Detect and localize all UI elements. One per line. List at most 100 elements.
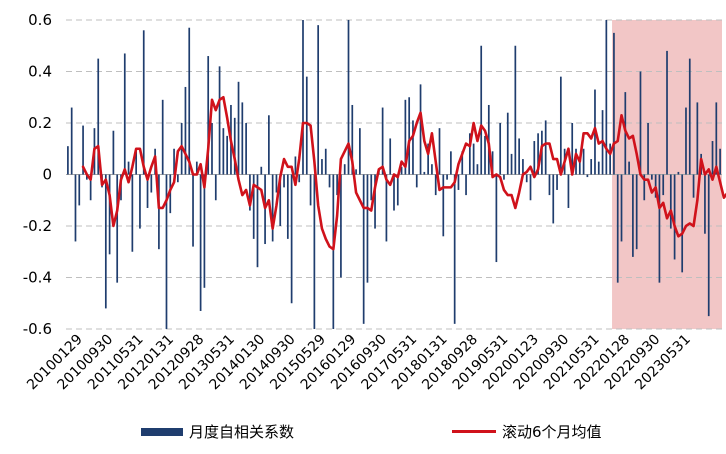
bar bbox=[480, 45, 483, 175]
bar bbox=[578, 161, 581, 175]
bar bbox=[370, 174, 373, 201]
bar bbox=[260, 166, 263, 175]
bar bbox=[150, 174, 153, 193]
bar bbox=[609, 143, 611, 175]
bar bbox=[510, 153, 513, 175]
bar bbox=[389, 138, 392, 175]
y-tick-label: -0.6 bbox=[23, 320, 52, 338]
legend-label-line: 滚动6个月均值 bbox=[502, 423, 602, 441]
bar bbox=[252, 174, 255, 239]
bar bbox=[302, 20, 304, 175]
legend-item-bar: 月度自相关系数 bbox=[141, 421, 294, 442]
bar bbox=[207, 56, 210, 175]
bar bbox=[108, 174, 111, 255]
bar bbox=[89, 174, 92, 201]
bar bbox=[158, 174, 160, 250]
bar bbox=[203, 174, 206, 288]
bar bbox=[385, 174, 388, 242]
bar bbox=[514, 45, 517, 175]
bar bbox=[97, 58, 100, 175]
bar bbox=[639, 71, 642, 175]
bar bbox=[419, 84, 422, 175]
bar bbox=[465, 174, 467, 196]
bar bbox=[556, 174, 558, 190]
bar bbox=[324, 148, 327, 175]
legend-swatch-bar bbox=[141, 427, 183, 436]
bar bbox=[112, 130, 115, 175]
bar bbox=[173, 148, 175, 175]
legend: 月度自相关系数 滚动6个月均值 bbox=[0, 421, 726, 445]
bar bbox=[78, 174, 81, 206]
bar bbox=[123, 53, 126, 175]
bar bbox=[427, 143, 429, 175]
bar bbox=[268, 115, 270, 175]
bar bbox=[632, 174, 634, 257]
bar bbox=[529, 174, 532, 201]
bar bbox=[351, 104, 354, 175]
legend-swatch-line bbox=[452, 430, 496, 433]
bar bbox=[362, 174, 365, 324]
bar bbox=[313, 174, 316, 329]
bar bbox=[613, 32, 615, 175]
y-tick-label: 0.6 bbox=[28, 11, 52, 29]
bar bbox=[336, 174, 338, 196]
bar bbox=[707, 174, 710, 317]
bar bbox=[233, 117, 236, 175]
bar bbox=[434, 174, 437, 196]
legend-label-bar: 月度自相关系数 bbox=[189, 423, 295, 441]
bar bbox=[321, 159, 323, 175]
bar bbox=[271, 174, 274, 242]
y-tick-labels-group: 0.6 0.4 0.2 0 -0.2 -0.4 -0.6 bbox=[23, 11, 52, 338]
bar bbox=[537, 133, 539, 175]
bar bbox=[499, 123, 502, 175]
bar bbox=[404, 99, 407, 175]
bar bbox=[438, 128, 441, 175]
bar bbox=[518, 138, 520, 175]
bar bbox=[86, 174, 88, 180]
bar bbox=[658, 174, 661, 283]
bar bbox=[142, 30, 145, 175]
bar bbox=[305, 76, 308, 175]
bar bbox=[343, 164, 346, 175]
bar bbox=[74, 174, 77, 242]
bar bbox=[195, 161, 198, 175]
bar bbox=[139, 174, 141, 229]
bar bbox=[188, 27, 191, 175]
rolling-mean-line bbox=[81, 95, 726, 251]
bar bbox=[442, 174, 445, 237]
bar bbox=[597, 161, 600, 175]
bar bbox=[67, 146, 69, 175]
bar bbox=[256, 174, 259, 268]
bar bbox=[688, 58, 691, 175]
bar bbox=[328, 174, 331, 188]
bar bbox=[719, 148, 721, 175]
bar bbox=[685, 107, 687, 175]
bar bbox=[199, 174, 202, 311]
bar bbox=[177, 174, 179, 183]
bar bbox=[575, 148, 577, 175]
bar bbox=[400, 166, 403, 175]
bar bbox=[222, 128, 225, 175]
bar bbox=[681, 174, 684, 273]
bar bbox=[586, 174, 589, 178]
bar bbox=[275, 174, 278, 193]
bar bbox=[116, 174, 119, 283]
bar bbox=[283, 174, 285, 188]
bar bbox=[548, 174, 551, 196]
bar bbox=[161, 99, 164, 175]
bar bbox=[468, 133, 471, 175]
bar bbox=[472, 143, 475, 175]
bar bbox=[127, 161, 130, 175]
bar bbox=[412, 120, 414, 175]
bar bbox=[396, 174, 399, 206]
y-tick-label: 0 bbox=[42, 166, 52, 184]
rolling-mean-line-group bbox=[81, 95, 726, 251]
bar bbox=[673, 174, 676, 260]
bar bbox=[423, 171, 426, 175]
bar bbox=[552, 174, 555, 224]
bar bbox=[450, 151, 452, 175]
bar bbox=[309, 174, 312, 206]
bar bbox=[249, 174, 251, 211]
bar bbox=[359, 128, 361, 175]
